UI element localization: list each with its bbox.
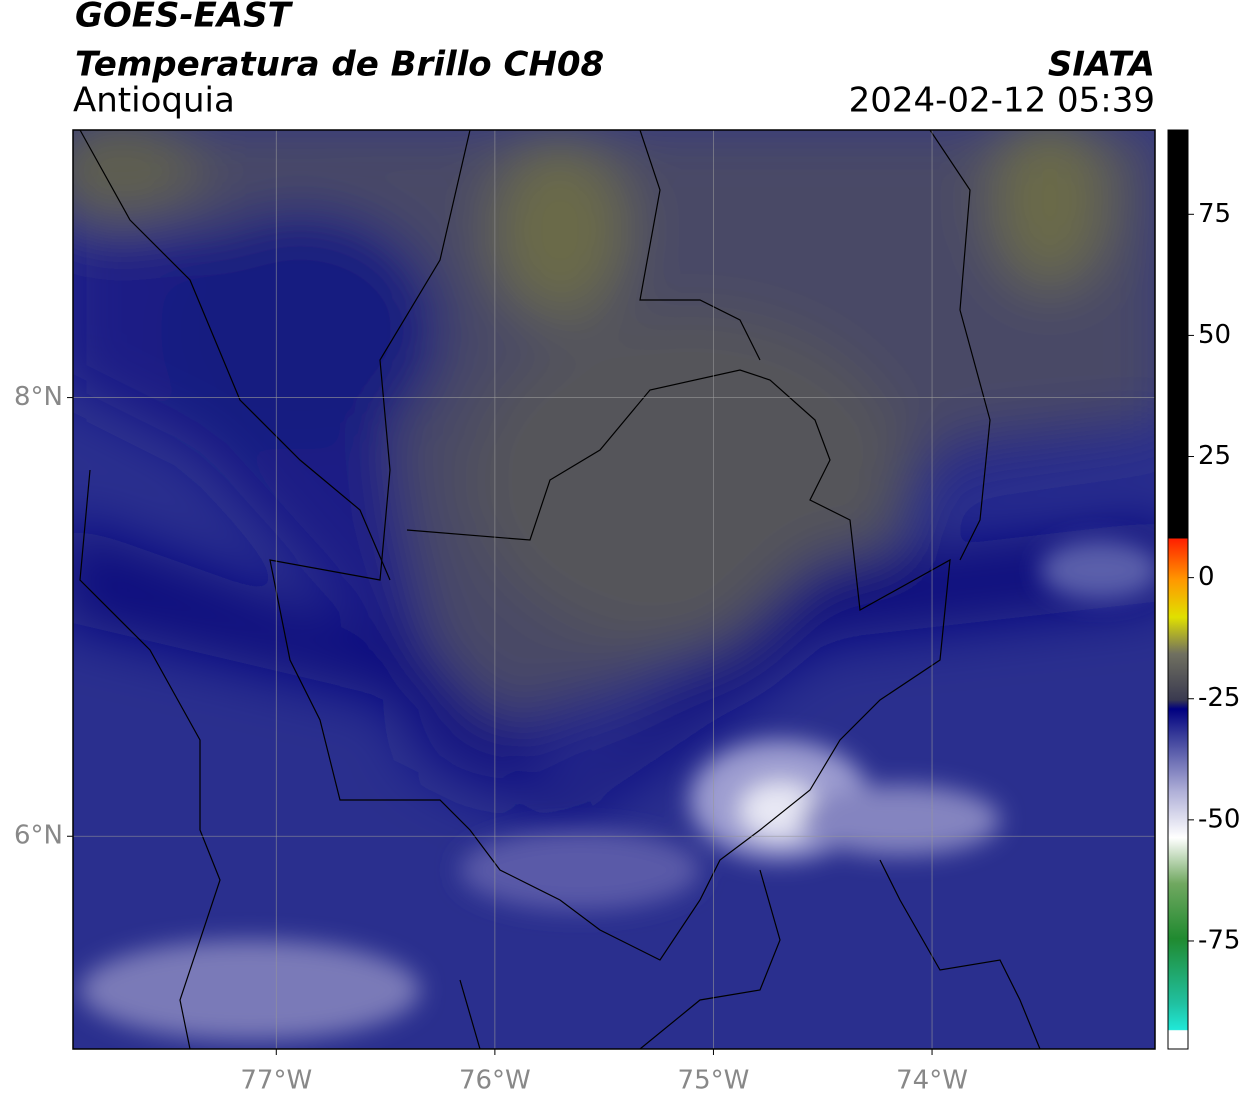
colorbar-tick-label: 0 — [1198, 562, 1215, 592]
colorbar-tick-label: -50 — [1198, 804, 1240, 834]
source: SIATA — [1048, 45, 1155, 85]
colorbar-tick-label: 75 — [1198, 199, 1231, 229]
colorbar-ticks: 75 50 25 0 -25 -50 -75 — [1188, 199, 1240, 955]
colorbar — [1167, 129, 1189, 1050]
y-tick-label: 6°N — [14, 821, 63, 851]
timestamp: 2024-02-12 05:39 — [849, 81, 1155, 121]
x-tick-label: 77°W — [240, 1066, 312, 1096]
x-tick-label: 76°W — [459, 1066, 531, 1096]
satellite-image — [73, 130, 1155, 1049]
colorbar-tick-label: 25 — [1198, 441, 1231, 471]
x-tick-label: 74°W — [896, 1066, 968, 1096]
colorbar-tick-label: -75 — [1198, 925, 1240, 955]
x-tick-label: 75°W — [678, 1066, 750, 1096]
colorbar-tick-label: -25 — [1198, 683, 1240, 713]
subtitle: Temperatura de Brillo CH08 — [75, 45, 604, 85]
colorbar-tick-label: 50 — [1198, 320, 1231, 350]
y-tick-label: 8°N — [14, 382, 63, 412]
ticks: 77°W 76°W 75°W 74°W 6°N 8°N — [14, 382, 968, 1095]
map-frame — [72, 129, 1156, 1050]
region: Antioquia — [73, 81, 235, 121]
title: GOES-EAST — [75, 0, 294, 36]
grid — [73, 130, 1155, 1049]
